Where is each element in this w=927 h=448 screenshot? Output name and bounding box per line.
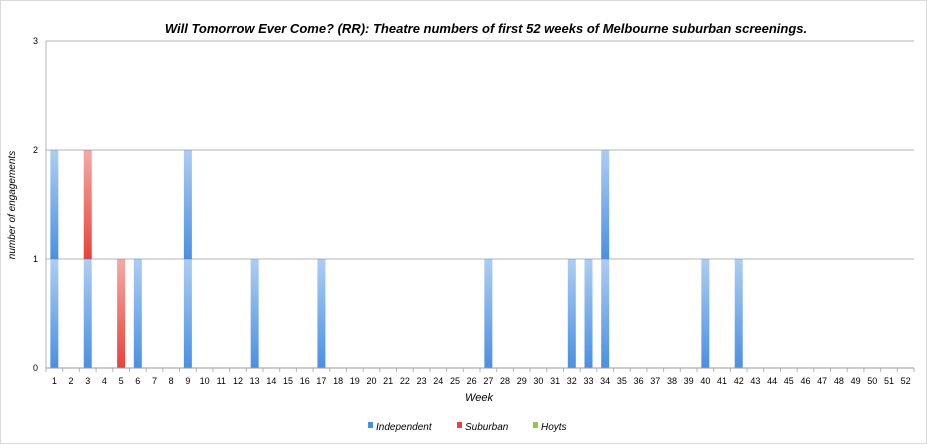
x-tick-label: 10 [200,376,210,386]
bar-independent-week-13 [250,259,259,368]
x-tick-label: 37 [650,376,660,386]
bar-independent-week-34 [601,259,610,368]
x-tick-label: 52 [901,376,911,386]
bar-independent-week-1 [50,259,59,368]
y-tick-label: 2 [33,145,38,155]
x-tick-label: 6 [135,376,140,386]
x-tick-label: 13 [250,376,260,386]
bar-independent-week-34 [601,150,610,259]
legend-label: Independent [376,422,433,433]
x-tick-label: 43 [750,376,760,386]
x-tick-label: 22 [400,376,410,386]
x-tick-label: 16 [300,376,310,386]
x-tick-label: 14 [266,376,276,386]
bar-independent-week-9 [183,150,192,259]
x-tick-label: 8 [169,376,174,386]
x-tick-label: 18 [333,376,343,386]
x-tick-label: 15 [283,376,293,386]
x-tick-label: 21 [383,376,393,386]
x-tick-label: 2 [69,376,74,386]
bars [50,150,743,368]
x-tick-label: 49 [851,376,861,386]
x-tick-label: 45 [784,376,794,386]
x-tick-label: 30 [533,376,543,386]
x-tick-label: 36 [634,376,644,386]
bar-independent-week-9 [183,259,192,368]
x-tick-label: 50 [867,376,877,386]
x-tick-label: 34 [600,376,610,386]
x-tick-label: 7 [152,376,157,386]
x-tick-label: 47 [817,376,827,386]
bar-independent-week-42 [734,259,743,368]
x-tick-label: 28 [500,376,510,386]
x-tick-label: 32 [567,376,577,386]
x-tick-label: 27 [483,376,493,386]
legend-item-hoyts: Hoyts [533,422,567,433]
x-tick-label: 17 [316,376,326,386]
y-tick-label: 1 [33,254,38,264]
x-tick-label: 29 [517,376,527,386]
chart-title: Will Tomorrow Ever Come? (RR): Theatre n… [165,21,807,36]
x-tick-label: 46 [800,376,810,386]
x-tick-label: 1 [52,376,57,386]
x-tick-label: 26 [467,376,477,386]
x-tick-label: 5 [119,376,124,386]
x-tick-label: 51 [884,376,894,386]
x-tick-label: 12 [233,376,243,386]
bar-suburban-week-3 [83,150,92,259]
legend-swatch [533,422,538,428]
x-tick-label: 9 [185,376,190,386]
legend-item-suburban: Suburban [457,422,509,433]
x-tick-label: 25 [450,376,460,386]
x-tick-label: 38 [667,376,677,386]
x-tick-label: 39 [684,376,694,386]
bar-suburban-week-5 [117,259,126,368]
legend: Independent Suburban Hoyts [368,422,567,433]
x-tick-label: 3 [85,376,90,386]
legend-label: Hoyts [541,422,567,433]
legend-swatch [457,422,462,428]
bar-independent-week-1 [50,150,59,259]
bar-independent-week-32 [567,259,576,368]
x-tick-label: 11 [217,376,226,386]
x-tick-label: 4 [102,376,107,386]
bar-independent-week-40 [701,259,710,368]
bar-independent-week-33 [584,259,593,368]
x-tick-label: 20 [366,376,376,386]
x-tick-label: 44 [767,376,777,386]
y-axis-label: number of engagements [7,151,18,259]
gridlines [46,40,914,369]
x-tick-label: 24 [433,376,443,386]
y-tick-label: 0 [33,363,38,373]
bar-independent-week-3 [83,259,92,368]
legend-item-independent: Independent [368,422,433,433]
x-tick-label: 33 [583,376,593,386]
x-tick-label: 35 [617,376,627,386]
y-tick-label: 3 [33,36,38,46]
bar-independent-week-17 [317,259,326,368]
x-tick-label: 31 [550,376,560,386]
x-tick-label: 19 [350,376,360,386]
x-tick-label: 48 [834,376,844,386]
x-tick-label: 40 [700,376,710,386]
bar-independent-week-6 [133,259,142,368]
legend-label: Suburban [465,422,509,433]
bar-independent-week-27 [484,259,493,368]
x-tick-label: 42 [734,376,744,386]
x-tick-label: 23 [417,376,427,386]
x-tick-label: 41 [717,376,727,386]
legend-swatch [368,422,373,428]
x-axis-label: Week [465,392,493,404]
